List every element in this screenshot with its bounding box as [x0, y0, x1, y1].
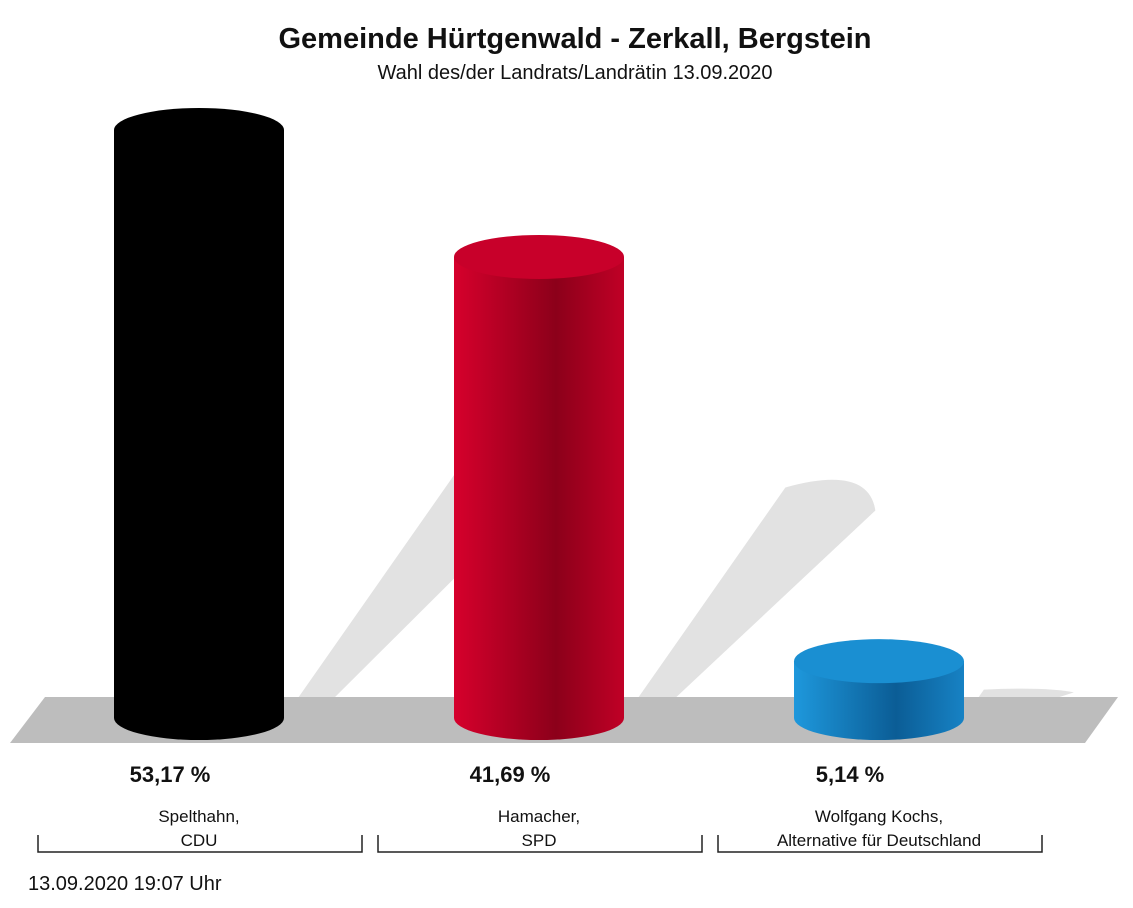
chart-subtitle: Wahl des/der Landrats/Landrätin 13.09.20… [377, 62, 772, 84]
bar-top [454, 234, 624, 279]
value-label: 5,14 % [816, 762, 885, 787]
category-label: SPD [522, 831, 557, 850]
bar-shadow [624, 479, 876, 718]
category-label: CDU [181, 831, 218, 850]
category-bracket [37, 835, 363, 853]
bar-top [114, 108, 284, 152]
category-label: Wolfgang Kochs, [815, 807, 943, 826]
category-label: Hamacher, [498, 807, 580, 826]
category-bracket [717, 835, 1043, 853]
category-label: Spelthahn, [158, 807, 239, 826]
footnote: 13.09.2020 19:07 Uhr [28, 873, 222, 895]
value-label: 41,69 % [470, 762, 551, 787]
bar [454, 256, 624, 740]
chart-title: Gemeinde Hürtgenwald - Zerkall, Bergstei… [278, 23, 871, 55]
bar-top [794, 639, 964, 684]
bar [114, 130, 284, 740]
category-bracket [377, 835, 703, 853]
category-label: Alternative für Deutschland [777, 831, 981, 850]
bar [794, 661, 964, 740]
value-label: 53,17 % [130, 762, 211, 787]
